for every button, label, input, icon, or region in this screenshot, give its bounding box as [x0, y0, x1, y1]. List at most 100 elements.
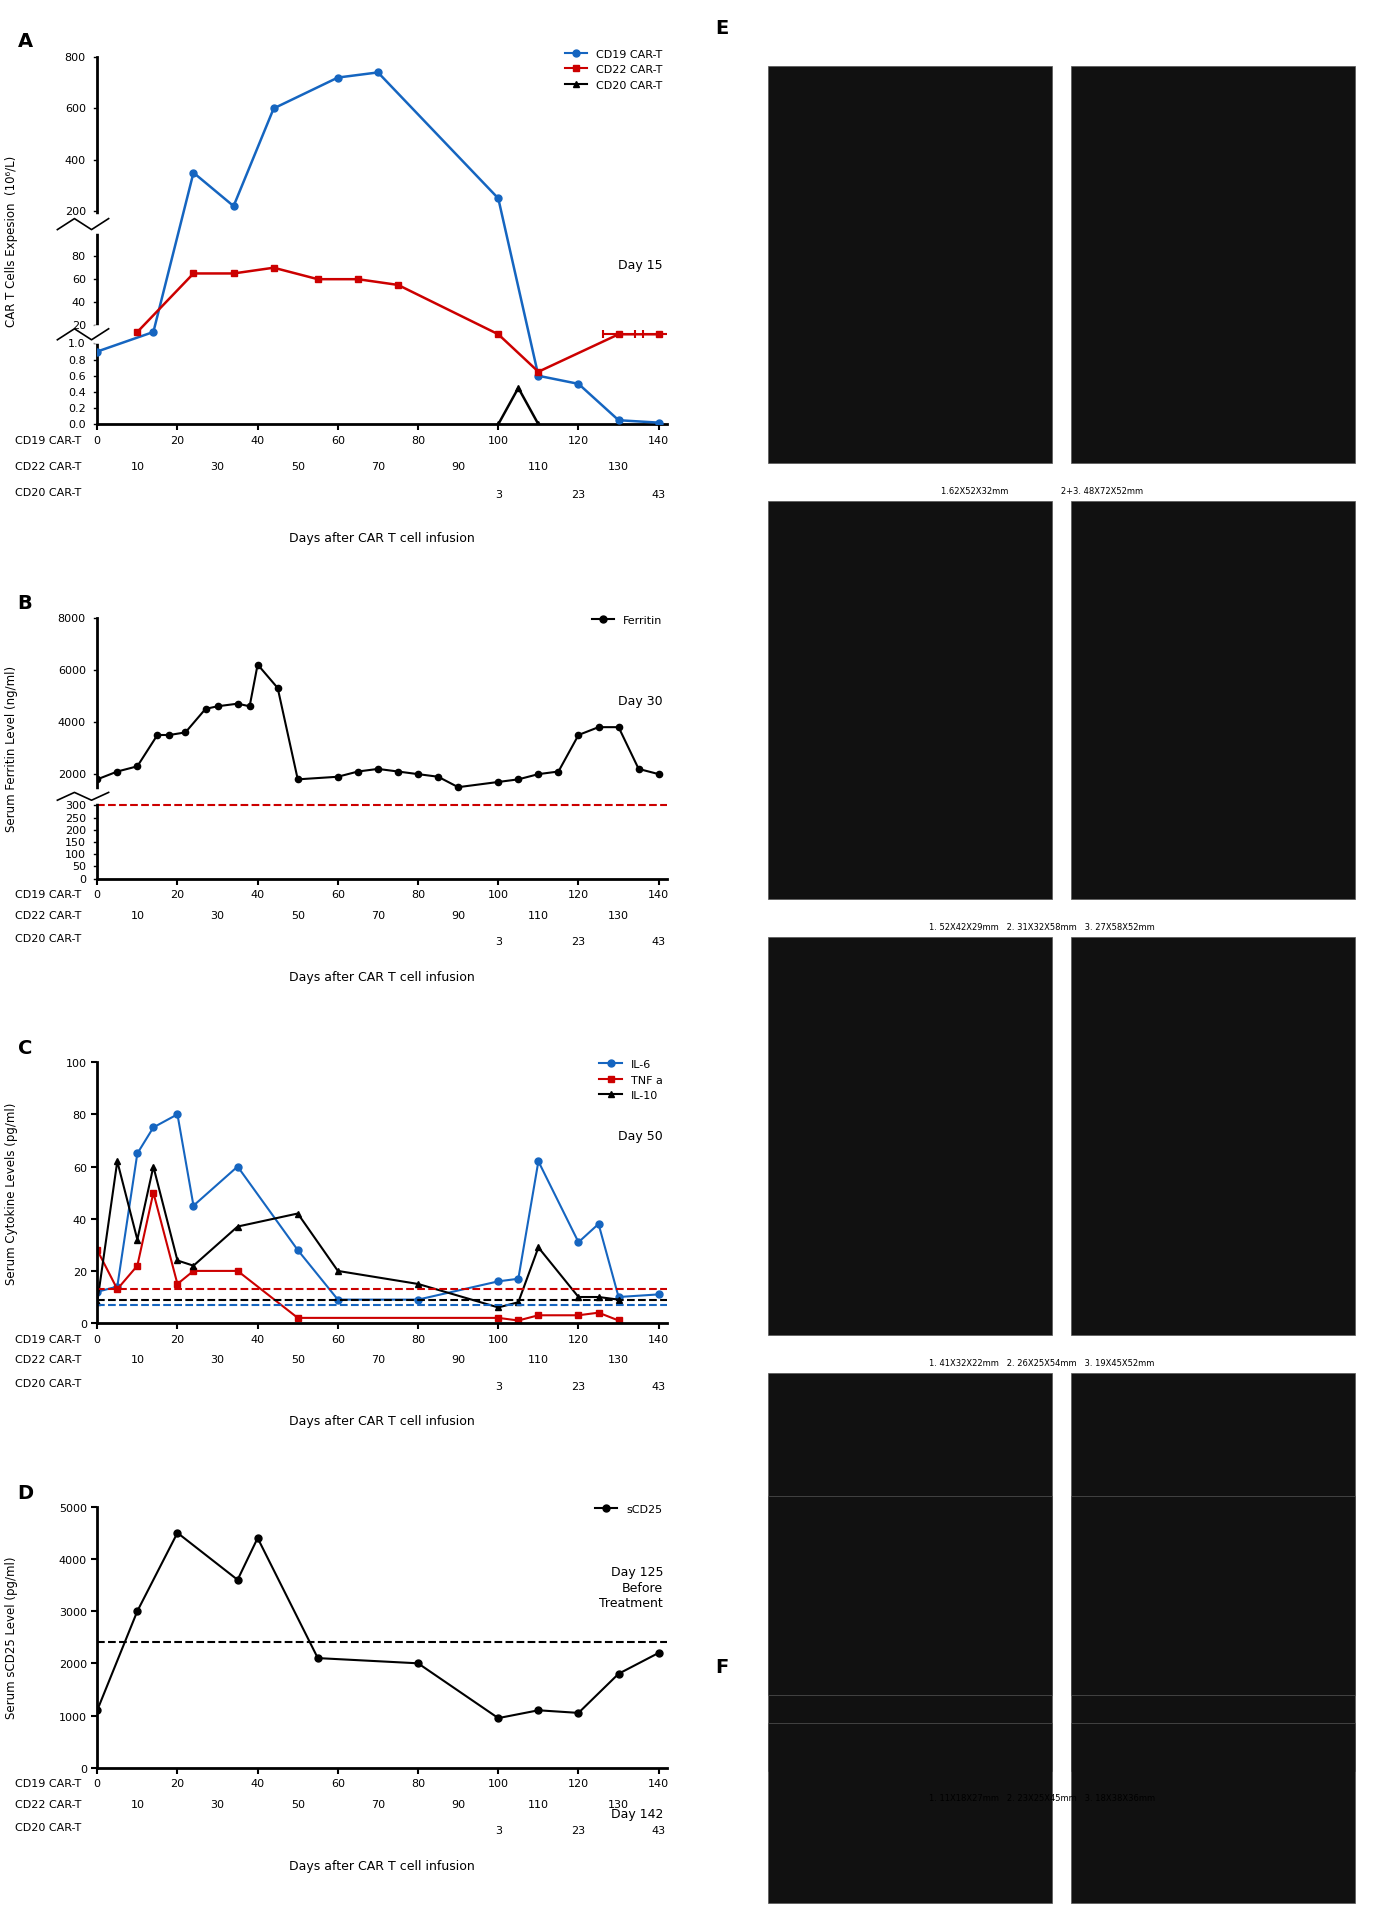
Text: 23: 23	[571, 1826, 586, 1835]
Text: 300: 300	[65, 802, 86, 811]
Text: 0: 0	[79, 873, 86, 885]
Text: 40: 40	[72, 298, 86, 307]
Text: Day 50: Day 50	[618, 1130, 663, 1144]
Text: 10: 10	[131, 462, 144, 471]
Text: Days after CAR T cell infusion: Days after CAR T cell infusion	[289, 1859, 475, 1872]
Text: 30: 30	[211, 462, 225, 471]
Text: E: E	[715, 19, 729, 39]
Text: CD20 CAR-T: CD20 CAR-T	[15, 1822, 81, 1833]
Text: 0.2: 0.2	[68, 404, 86, 413]
Text: 50: 50	[290, 462, 304, 471]
Text: 30: 30	[211, 1354, 225, 1364]
Text: 90: 90	[451, 1799, 465, 1808]
Bar	[1071, 1374, 1356, 1770]
Text: 6000: 6000	[58, 665, 86, 676]
Text: 4000: 4000	[58, 717, 86, 728]
Text: 90: 90	[451, 910, 465, 920]
Text: 1. 11X18X27mm   2. 23X25X45mm   3. 18X38X36mm: 1. 11X18X27mm 2. 23X25X45mm 3. 18X38X36m…	[929, 1793, 1154, 1803]
Text: Days after CAR T cell infusion: Days after CAR T cell infusion	[289, 1414, 475, 1428]
Text: 0.0: 0.0	[68, 419, 86, 431]
Text: CD20 CAR-T: CD20 CAR-T	[15, 487, 81, 497]
Text: 43: 43	[651, 1826, 665, 1835]
Text: CD22 CAR-T: CD22 CAR-T	[15, 1354, 81, 1364]
Text: 10: 10	[131, 910, 144, 920]
Text: 800: 800	[65, 52, 86, 64]
Text: CD19 CAR-T: CD19 CAR-T	[15, 1777, 81, 1789]
Text: 130: 130	[608, 1354, 629, 1364]
Text: 80: 80	[72, 251, 86, 263]
Text: 23: 23	[571, 1381, 586, 1391]
Text: 200: 200	[65, 825, 86, 835]
Text: 3: 3	[494, 937, 501, 947]
Text: 3: 3	[494, 1381, 501, 1391]
Text: B: B	[18, 593, 32, 612]
Text: CD19 CAR-T: CD19 CAR-T	[15, 889, 81, 900]
Bar	[768, 1374, 1051, 1770]
Text: 110: 110	[528, 910, 549, 920]
Text: Day 30: Day 30	[618, 694, 663, 707]
Text: 400: 400	[65, 156, 86, 166]
Y-axis label: CAR T Cells Expesion  (10⁶/L): CAR T Cells Expesion (10⁶/L)	[4, 156, 18, 327]
Text: 43: 43	[651, 489, 665, 498]
Text: 110: 110	[528, 462, 549, 471]
Bar	[1071, 1495, 1356, 1694]
Bar	[1071, 502, 1356, 900]
Text: 3: 3	[494, 489, 501, 498]
Text: 8000: 8000	[58, 612, 86, 624]
Text: 3: 3	[494, 1826, 501, 1835]
Text: Day 15: Day 15	[618, 259, 663, 272]
Text: 100: 100	[65, 850, 86, 860]
Bar	[1071, 1723, 1356, 1903]
Text: 130: 130	[608, 910, 629, 920]
Text: 1.62X52X32mm                    2+3. 48X72X52mm: 1.62X52X32mm 2+3. 48X72X52mm	[940, 487, 1143, 497]
Legend: sCD25: sCD25	[590, 1499, 667, 1519]
Text: 43: 43	[651, 1381, 665, 1391]
Legend: Ferritin: Ferritin	[588, 611, 667, 630]
Text: 600: 600	[65, 104, 86, 114]
Text: CD20 CAR-T: CD20 CAR-T	[15, 1378, 81, 1389]
Text: CD20 CAR-T: CD20 CAR-T	[15, 933, 81, 945]
Text: 23: 23	[571, 937, 586, 947]
Text: 20: 20	[72, 321, 86, 330]
Legend: IL-6, TNF a, IL-10: IL-6, TNF a, IL-10	[594, 1055, 667, 1105]
Text: 50: 50	[290, 1799, 304, 1808]
Text: 70: 70	[371, 1354, 385, 1364]
Text: 50: 50	[290, 1354, 304, 1364]
Text: Days after CAR T cell infusion: Days after CAR T cell infusion	[289, 531, 475, 545]
Y-axis label: Serum sCD25 Level (pg/ml): Serum sCD25 Level (pg/ml)	[4, 1555, 18, 1719]
Y-axis label: Serum Ferritin Level (ng/ml): Serum Ferritin Level (ng/ml)	[4, 667, 18, 831]
Text: 2000: 2000	[58, 769, 86, 781]
Text: 90: 90	[451, 462, 465, 471]
Text: 70: 70	[371, 462, 385, 471]
Text: Day 142: Day 142	[611, 1806, 663, 1820]
Text: 110: 110	[528, 1799, 549, 1808]
Y-axis label: Serum Cytokine Levels (pg/ml): Serum Cytokine Levels (pg/ml)	[4, 1101, 18, 1285]
Text: 200: 200	[65, 207, 86, 216]
Text: 110: 110	[528, 1354, 549, 1364]
Text: 1.0: 1.0	[68, 340, 86, 350]
Text: CD22 CAR-T: CD22 CAR-T	[15, 462, 81, 471]
Text: 250: 250	[65, 813, 86, 823]
Text: 23: 23	[571, 489, 586, 498]
Text: 130: 130	[608, 1799, 629, 1808]
Bar	[768, 1495, 1051, 1694]
Text: 130: 130	[608, 462, 629, 471]
Text: CD19 CAR-T: CD19 CAR-T	[15, 437, 81, 446]
Legend: CD19 CAR-T, CD22 CAR-T, CD20 CAR-T: CD19 CAR-T, CD22 CAR-T, CD20 CAR-T	[561, 44, 667, 95]
Text: CD22 CAR-T: CD22 CAR-T	[15, 910, 81, 920]
Text: 0.8: 0.8	[68, 355, 86, 365]
Text: 10: 10	[131, 1354, 144, 1364]
Text: Before
Treatment: Before Treatment	[600, 1582, 663, 1609]
Text: 60: 60	[72, 274, 86, 286]
Text: 0.6: 0.6	[68, 371, 86, 383]
Text: C: C	[18, 1037, 32, 1057]
Bar	[768, 502, 1051, 900]
Text: 0.4: 0.4	[68, 388, 86, 398]
Text: Days after CAR T cell infusion: Days after CAR T cell infusion	[289, 970, 475, 983]
Text: 150: 150	[65, 838, 86, 848]
Text: 70: 70	[371, 910, 385, 920]
Text: A: A	[18, 31, 32, 50]
Bar	[768, 66, 1051, 464]
Text: Day 125: Day 125	[611, 1565, 663, 1578]
Text: 50: 50	[72, 862, 86, 871]
